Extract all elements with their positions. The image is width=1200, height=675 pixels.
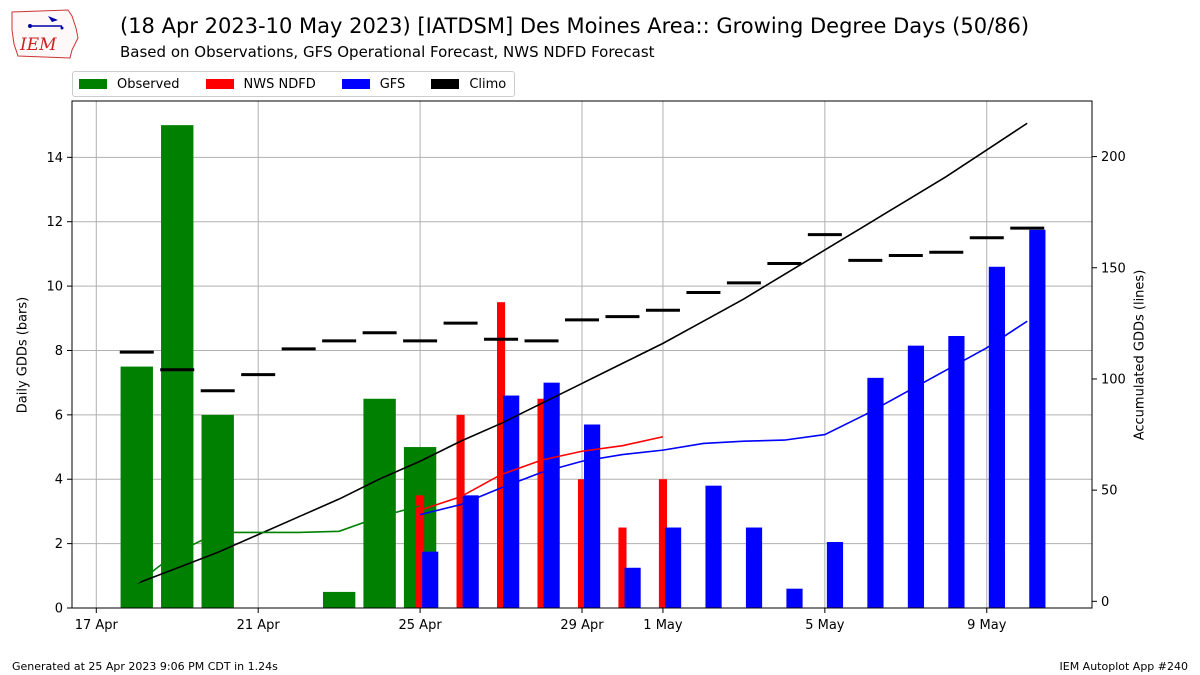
bar-gfs <box>624 567 641 608</box>
y-tick-label: 0 <box>55 602 63 617</box>
legend-swatch-ndfd <box>205 79 234 89</box>
y-tick-label: 10 <box>46 280 63 295</box>
bar-gfs <box>1029 229 1046 608</box>
legend-label-ndfd: NWS NDFD <box>243 76 316 92</box>
accum-line-ndfd <box>419 435 664 511</box>
bar-gfs <box>948 335 965 608</box>
bar-observed <box>403 447 437 608</box>
legend-swatch-climo <box>431 79 460 89</box>
bar-ndfd <box>537 398 546 608</box>
legend-label-observed: Observed <box>117 76 180 92</box>
y2-tick-label: 50 <box>1101 484 1118 499</box>
x-tick-label: 21 Apr <box>237 618 281 633</box>
legend-swatch-observed <box>79 79 107 89</box>
bar-ndfd <box>497 302 506 608</box>
bar-ndfd <box>618 527 627 608</box>
bar-gfs <box>422 551 439 608</box>
page-subtitle: Based on Observations, GFS Operational F… <box>120 43 655 61</box>
bar-gfs <box>867 377 884 608</box>
bar-gfs <box>543 382 560 608</box>
bar-ndfd <box>577 479 587 608</box>
legend-item-gfs: GFS <box>341 76 406 92</box>
accum-line-climo <box>136 122 1028 585</box>
chart-legend: Observed NWS NDFD GFS Climo <box>72 71 516 97</box>
plot-frame <box>71 100 1093 609</box>
y-axis-label-right: Accumulated GDDs (lines) <box>1132 269 1148 441</box>
bar-gfs <box>462 495 479 608</box>
y-tick-label: 2 <box>55 537 63 552</box>
legend-label-gfs: GFS <box>379 76 406 92</box>
axis-ticks-layer: 17 Apr 21 Apr 25 Apr 29 Apr 1 May 5 May 9 May 0… <box>46 150 1125 633</box>
bar-gfs <box>826 542 844 608</box>
bar-gfs <box>907 345 925 608</box>
svg-text:IEM: IEM <box>19 35 57 55</box>
y2-tick-label: 0 <box>1101 595 1109 610</box>
y-axis-label-left: Daily GDDs (bars) <box>15 296 31 414</box>
bar-observed <box>201 414 234 608</box>
page-title: (18 Apr 2023-10 May 2023) [IATDSM] Des M… <box>120 14 1030 38</box>
y-tick-label: 6 <box>55 408 63 423</box>
bar-ndfd <box>416 495 425 608</box>
x-tick-label: 25 Apr <box>399 618 443 633</box>
y2-tick-label: 100 <box>1101 372 1126 387</box>
legend-label-climo: Climo <box>469 76 507 92</box>
bar-gfs <box>503 395 520 608</box>
y-tick-label: 14 <box>46 151 63 166</box>
bar-gfs <box>584 424 601 608</box>
lines-layer <box>136 122 1028 585</box>
x-tick-label: 1 May <box>643 618 683 633</box>
bar-gfs <box>745 527 763 608</box>
bar-observed <box>120 366 153 608</box>
bar-gfs <box>664 527 682 608</box>
iem-logo: IEM <box>11 9 79 59</box>
bar-gfs <box>988 266 1005 608</box>
y-tick-label: 4 <box>55 473 63 488</box>
climo-markers-layer <box>119 226 1045 393</box>
x-tick-label: 17 Apr <box>75 618 119 633</box>
bar-observed <box>322 591 356 608</box>
footer-app-id: IEM Autoplot App #240 <box>1059 660 1189 673</box>
bar-gfs <box>705 485 722 608</box>
footer-generated: Generated at 25 Apr 2023 9:06 PM CDT in … <box>12 660 278 673</box>
bar-ndfd <box>658 479 667 608</box>
x-tick-label: 9 May <box>967 618 1007 633</box>
bar-observed <box>161 125 194 609</box>
y-tick-label: 8 <box>55 344 63 359</box>
y-tick-label: 12 <box>46 215 63 230</box>
y2-tick-label: 200 <box>1101 150 1126 165</box>
legend-item-ndfd: NWS NDFD <box>205 76 316 92</box>
accum-line-observed <box>136 504 421 585</box>
grid-lines <box>72 101 1092 609</box>
bar-gfs <box>786 588 803 608</box>
x-tick-label: 29 Apr <box>560 618 604 633</box>
legend-item-climo: Climo <box>431 77 506 92</box>
accum-line-gfs <box>419 320 1028 516</box>
bars-layer <box>120 125 1046 609</box>
y2-tick-label: 150 <box>1101 261 1126 276</box>
bar-observed <box>363 398 396 608</box>
bar-ndfd <box>456 414 465 608</box>
iowa-state-map-icon <box>11 9 79 59</box>
x-tick-label: 5 May <box>805 618 845 633</box>
legend-item-observed: Observed <box>79 77 180 92</box>
legend-swatch-gfs <box>341 79 370 89</box>
